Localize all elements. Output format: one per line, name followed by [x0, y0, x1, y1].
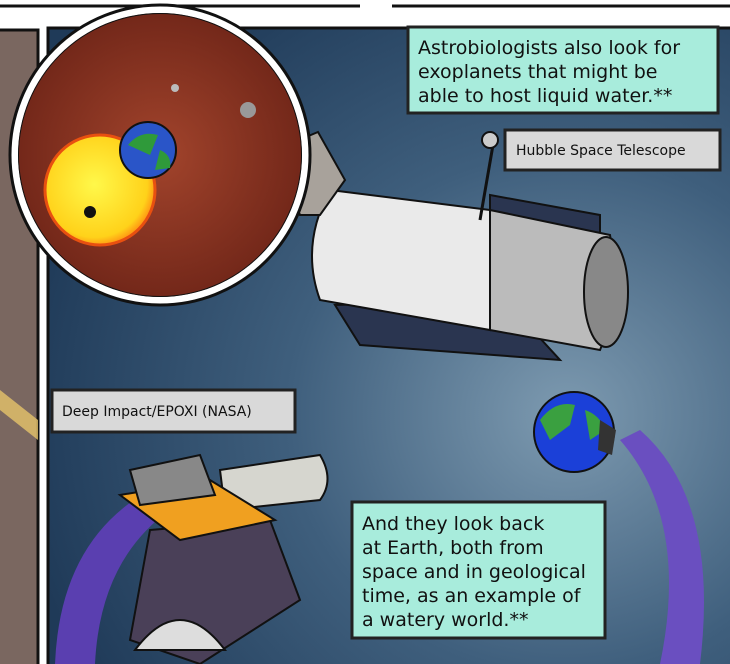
moon [240, 102, 256, 118]
caption-line: exoplanets that might be [418, 61, 658, 83]
page: Astrobiologists also look for exoplanets… [0, 0, 730, 664]
comic-panel: Astrobiologists also look for exoplanets… [0, 0, 730, 664]
transit [84, 206, 96, 218]
label: Deep Impact/EPOXI (NASA) [62, 404, 252, 420]
caption-line: Astrobiologists also look for [418, 37, 680, 59]
caption-line: time, as an example of [362, 585, 582, 607]
caption-line: able to host liquid water.** [418, 85, 672, 107]
caption-line: a watery world.** [362, 609, 528, 631]
caption-line: space and in geological [362, 561, 586, 583]
moon [171, 84, 179, 92]
caption-line: And they look back [362, 513, 544, 535]
caption-line: at Earth, both from [362, 537, 544, 559]
label: Hubble Space Telescope [516, 143, 686, 159]
